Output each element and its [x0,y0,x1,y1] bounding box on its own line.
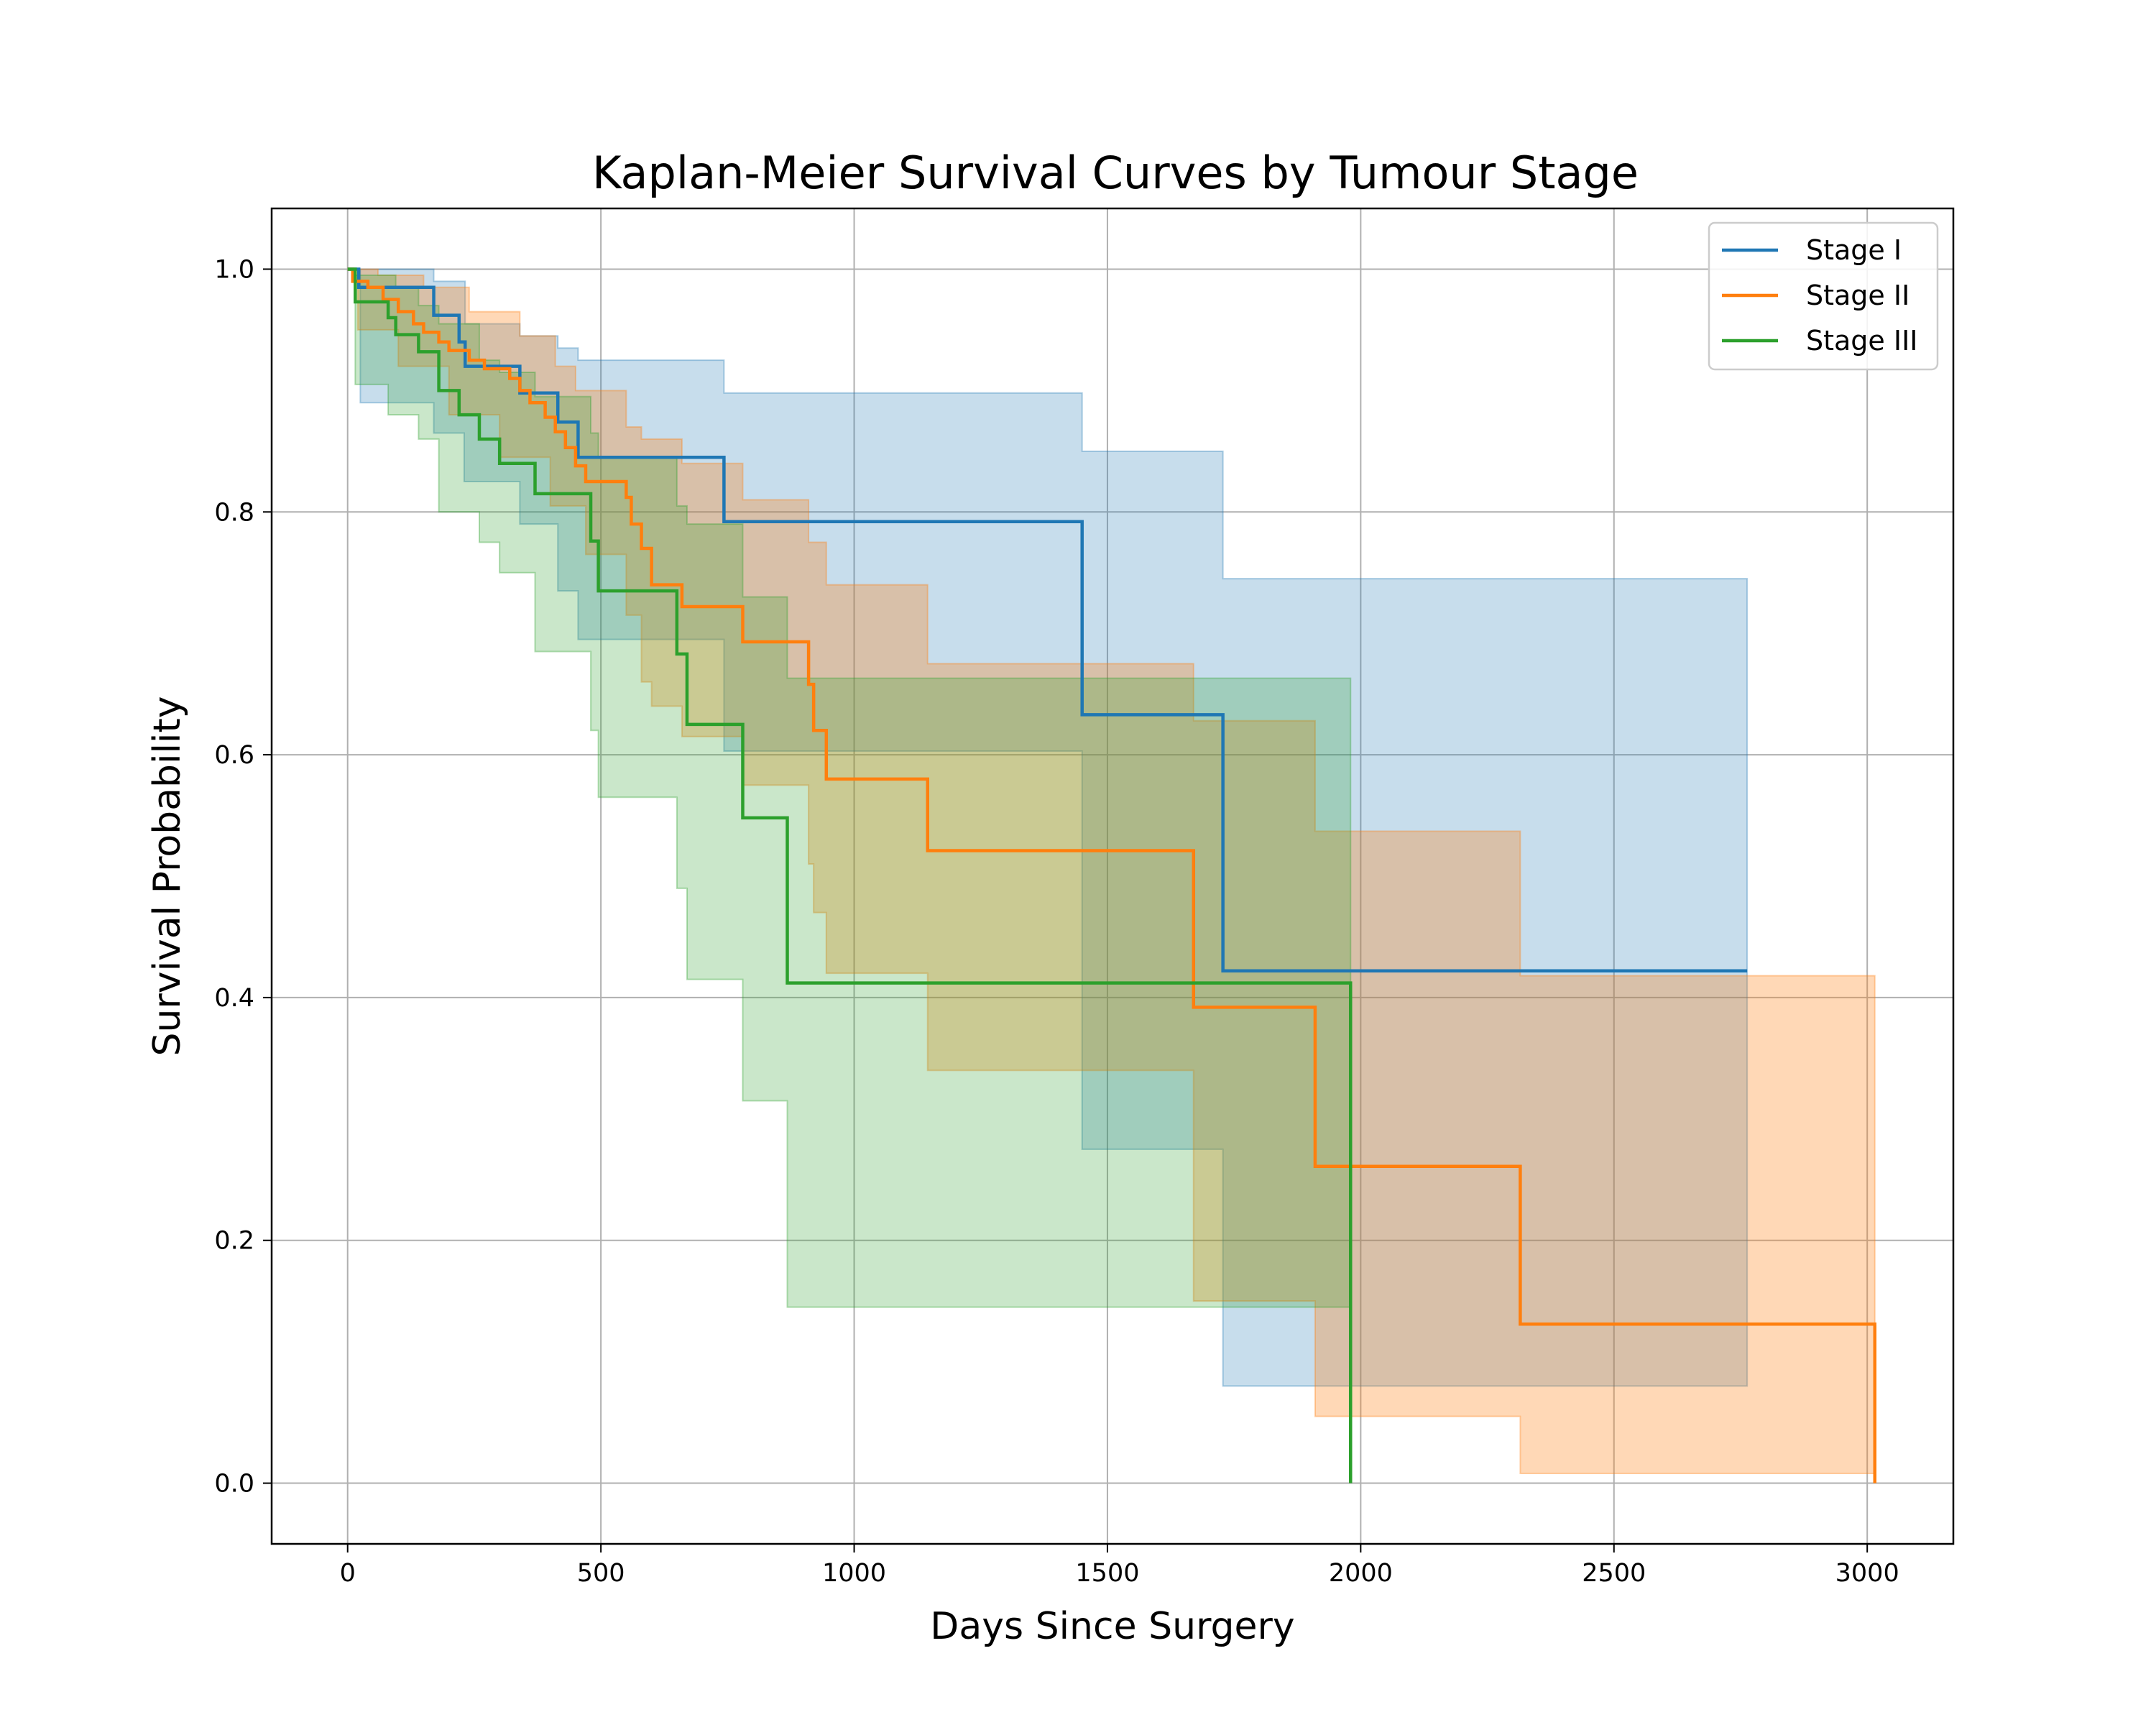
stage-ii-survival-line [347,267,1876,1484]
x-tick-label: 2500 [1582,1559,1646,1588]
plot-frame [270,207,1955,1545]
x-axis-title: Days Since Surgery [930,1605,1294,1648]
x-tick-label: 1500 [1075,1559,1139,1588]
y-tick-label: 0.6 [214,741,254,770]
y-tick-label: 0.0 [214,1470,254,1499]
y-tick-label: 1.0 [214,255,254,284]
x-tick-label: 1000 [822,1559,886,1588]
chart-title: Kaplan-Meier Survival Curves by Tumour S… [592,147,1639,199]
stage-i-survival-line [347,267,1748,972]
legend-label-stage-iii: Stage III [1806,325,1918,356]
stage-ii-confidence-band [347,268,1876,1475]
grid [272,208,1953,1544]
x-tick-label: 2000 [1329,1559,1393,1588]
y-axis-ticks: 0.0 0.2 0.4 0.6 0.8 1.0 [214,255,272,1499]
y-tick-label: 0.2 [214,1227,254,1256]
y-tick-label: 0.8 [214,498,254,527]
legend-box [1708,221,1939,371]
y-axis-title: Survival Probability [146,696,189,1056]
stage-iii-survival-line [347,267,1353,1484]
legend: Stage I Stage II Stage III [1708,221,1939,371]
stage-i-confidence-band [347,268,1749,1387]
x-axis-ticks: 0 500 1000 1500 2000 2500 3000 [340,1544,1899,1588]
x-tick-label: 3000 [1835,1559,1899,1588]
legend-label-stage-ii: Stage II [1806,280,1909,311]
legend-label-stage-i: Stage I [1806,234,1902,266]
x-tick-label: 500 [577,1559,625,1588]
x-tick-label: 0 [340,1559,356,1588]
y-tick-label: 0.4 [214,984,254,1013]
confidence-bands [347,268,1876,1475]
survival-lines [347,267,1876,1484]
